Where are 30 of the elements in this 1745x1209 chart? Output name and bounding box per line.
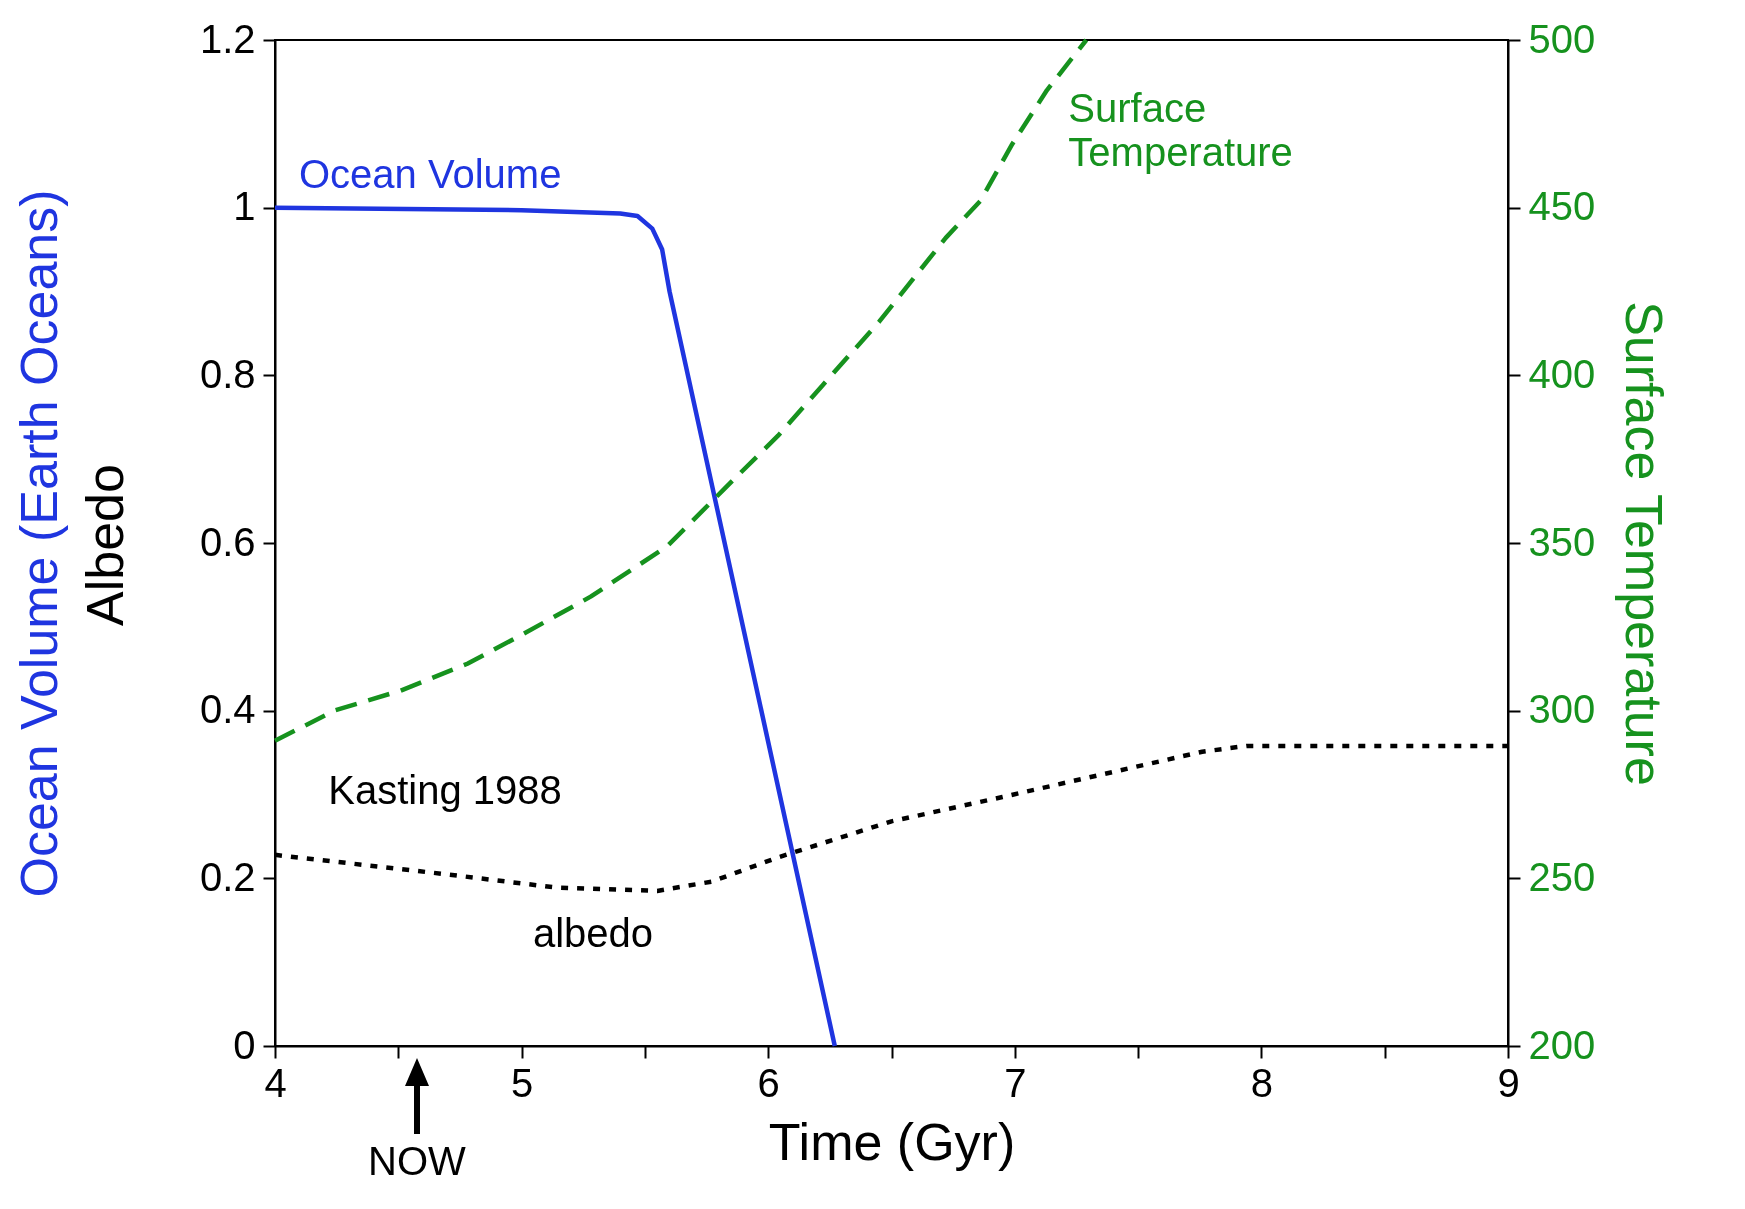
annotation: albedo [532,911,654,955]
text: Albedo [76,464,134,626]
annotation: Kasting 1988 [328,768,562,812]
series-label: Surface Temperature [1068,86,1293,174]
text: NOW [368,1139,466,1183]
y-tick-label: 0.4 [199,687,256,732]
y-tick-label: 1 [233,184,256,229]
y-tick-label: 0.2 [199,854,256,899]
x-tick-label: 6 [757,1060,780,1105]
line-series [272,205,838,1049]
y2-tick-label: 450 [1528,184,1596,229]
x-tick-label: 9 [1497,1060,1520,1105]
x-tick-label: 4 [264,1060,287,1105]
x-tick-label: 5 [510,1060,534,1105]
y-tick-label: 1.2 [199,16,256,61]
y2-tick-label: 200 [1528,1022,1596,1067]
x-tick-label: 7 [1004,1060,1027,1105]
y2-tick-label: 400 [1528,351,1596,396]
y2-tick-label: 350 [1528,519,1596,564]
series-label: Ocean Volume [299,151,562,196]
x-tick-label: 8 [1250,1060,1274,1105]
x-axis-title: Time (Gyr) [768,1112,1016,1171]
y2-tick-label: 300 [1528,687,1596,732]
y2-tick-label: 250 [1528,854,1596,899]
y-tick-label: 0.8 [199,351,256,396]
y-tick-label: 0 [233,1022,256,1067]
y-axis-title: Ocean Volume (Earth Oceans) [9,189,68,898]
y2-tick-label: 500 [1528,16,1596,61]
y2-axis-title: Surface Temperature [1615,301,1674,786]
y-tick-label: 0.6 [199,519,256,564]
